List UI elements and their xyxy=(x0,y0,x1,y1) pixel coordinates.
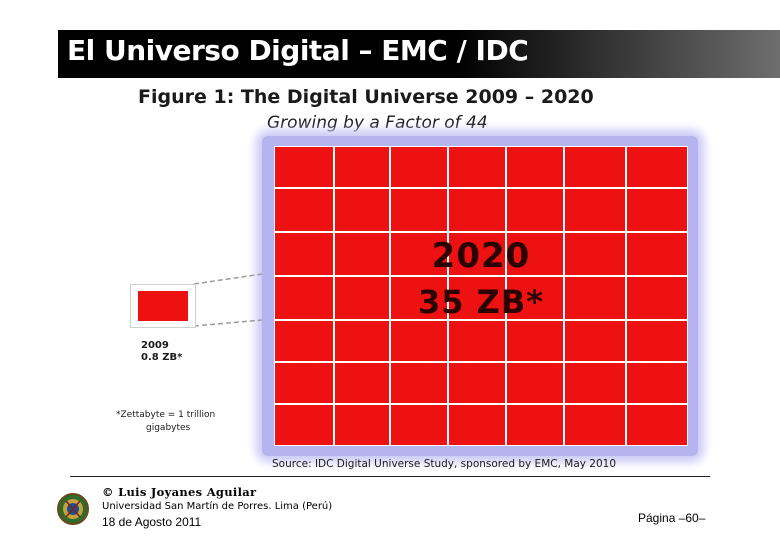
grid-block xyxy=(627,233,687,275)
slide-title-bar: El Universo Digital – EMC / IDC xyxy=(58,30,780,78)
grid-block xyxy=(507,277,563,319)
grid-block xyxy=(449,147,505,187)
footer-divider xyxy=(70,476,710,477)
small-block-year: 2009 xyxy=(141,340,169,351)
grid-block xyxy=(391,363,447,403)
grid-block xyxy=(507,321,563,361)
grid-block xyxy=(627,363,687,403)
grid-block xyxy=(275,363,333,403)
grid-block xyxy=(507,363,563,403)
grid-block xyxy=(275,277,333,319)
grid-block xyxy=(507,189,563,231)
grid-block xyxy=(275,321,333,361)
grid-block xyxy=(507,147,563,187)
grid-block xyxy=(565,321,625,361)
figure-source: Source: IDC Digital Universe Study, spon… xyxy=(272,458,617,470)
grid-block xyxy=(391,233,447,275)
grid-block xyxy=(565,189,625,231)
grid-block xyxy=(507,405,563,445)
grid-block xyxy=(565,147,625,187)
grid-block xyxy=(335,233,389,275)
grid-block xyxy=(335,363,389,403)
grid-block xyxy=(391,277,447,319)
grid-block xyxy=(627,147,687,187)
grid-block xyxy=(275,147,333,187)
grid-block xyxy=(391,321,447,361)
digital-universe-2020-grid xyxy=(274,146,688,446)
grid-block xyxy=(627,277,687,319)
grid-block xyxy=(449,321,505,361)
slide-title: El Universo Digital – EMC / IDC xyxy=(67,34,529,67)
grid-block xyxy=(627,321,687,361)
big-block-year: 2020 xyxy=(431,236,531,276)
grid-block xyxy=(627,189,687,231)
footer-page-number: Página –60– xyxy=(638,511,706,525)
grid-block xyxy=(565,277,625,319)
grid-block xyxy=(449,277,505,319)
grid-block xyxy=(391,405,447,445)
grid-block xyxy=(449,233,505,275)
grid-block xyxy=(507,233,563,275)
grid-block xyxy=(565,233,625,275)
grid-block xyxy=(565,363,625,403)
grid-block xyxy=(335,147,389,187)
digital-universe-2009-block xyxy=(130,284,196,328)
grid-block xyxy=(391,189,447,231)
grid-block xyxy=(565,405,625,445)
university-seal-icon xyxy=(57,493,89,525)
footer-author: © Luis Joyanes Aguilar xyxy=(102,485,257,499)
grid-block xyxy=(275,233,333,275)
grid-block xyxy=(335,189,389,231)
grid-block xyxy=(627,405,687,445)
grid-block xyxy=(335,321,389,361)
zettabyte-note-line2: gigabytes xyxy=(146,423,191,433)
figure-title: Figure 1: The Digital Universe 2009 – 20… xyxy=(138,86,594,108)
grid-block xyxy=(449,363,505,403)
grid-block xyxy=(449,189,505,231)
footer-date: 18 de Agosto 2011 xyxy=(102,515,202,529)
zettabyte-note-line1: *Zettabyte = 1 trillion xyxy=(116,410,216,420)
grid-block xyxy=(275,189,333,231)
small-block-value: 0.8 ZB* xyxy=(141,352,183,363)
figure-subtitle: Growing by a Factor of 44 xyxy=(267,113,488,133)
grid-block xyxy=(275,405,333,445)
grid-block xyxy=(391,147,447,187)
grid-block xyxy=(449,405,505,445)
grid-block xyxy=(335,405,389,445)
footer-university: Universidad San Martín de Porres. Lima (… xyxy=(102,501,333,512)
grid-block xyxy=(335,277,389,319)
big-block-value: 35 ZB* xyxy=(418,283,544,321)
